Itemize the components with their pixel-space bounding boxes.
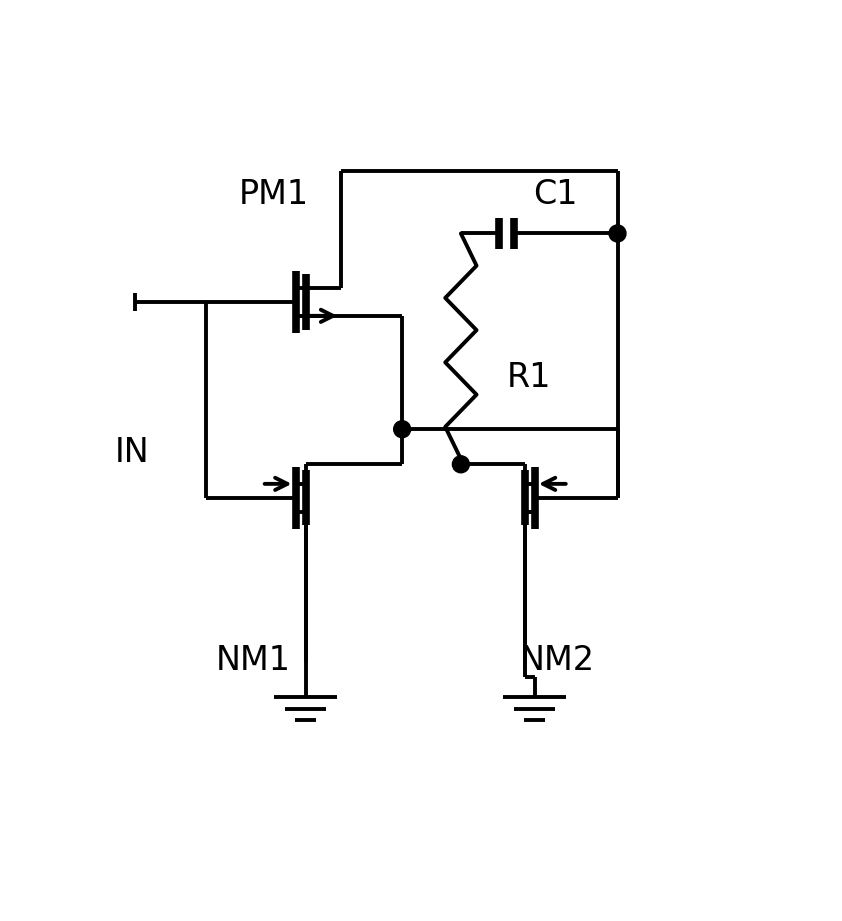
- Text: NM1: NM1: [216, 645, 291, 677]
- Text: R1: R1: [507, 360, 551, 393]
- Circle shape: [609, 225, 626, 242]
- Circle shape: [394, 421, 411, 437]
- Text: IN: IN: [115, 436, 150, 469]
- Circle shape: [452, 456, 469, 472]
- Text: PM1: PM1: [239, 178, 309, 211]
- Text: NM2: NM2: [520, 645, 594, 677]
- Text: C1: C1: [533, 178, 577, 211]
